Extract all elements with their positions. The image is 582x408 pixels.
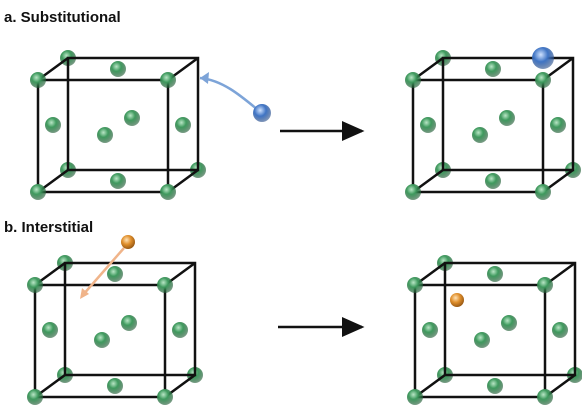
cube bbox=[405, 253, 582, 407]
substitute-atom bbox=[532, 47, 554, 69]
cube bbox=[28, 48, 208, 202]
curved-arrow bbox=[199, 76, 259, 111]
interstitial-atom bbox=[450, 293, 464, 307]
arrow-head bbox=[200, 72, 209, 84]
cube bbox=[25, 253, 205, 407]
cube bbox=[403, 48, 582, 202]
arrow-line bbox=[81, 247, 125, 297]
panel-label: b. Interstitial bbox=[4, 219, 93, 236]
interstitial-atom bbox=[121, 235, 135, 249]
arrow-head bbox=[80, 288, 89, 299]
substitute-atom bbox=[253, 104, 271, 122]
panel-label: a. Substitutional bbox=[4, 9, 121, 26]
